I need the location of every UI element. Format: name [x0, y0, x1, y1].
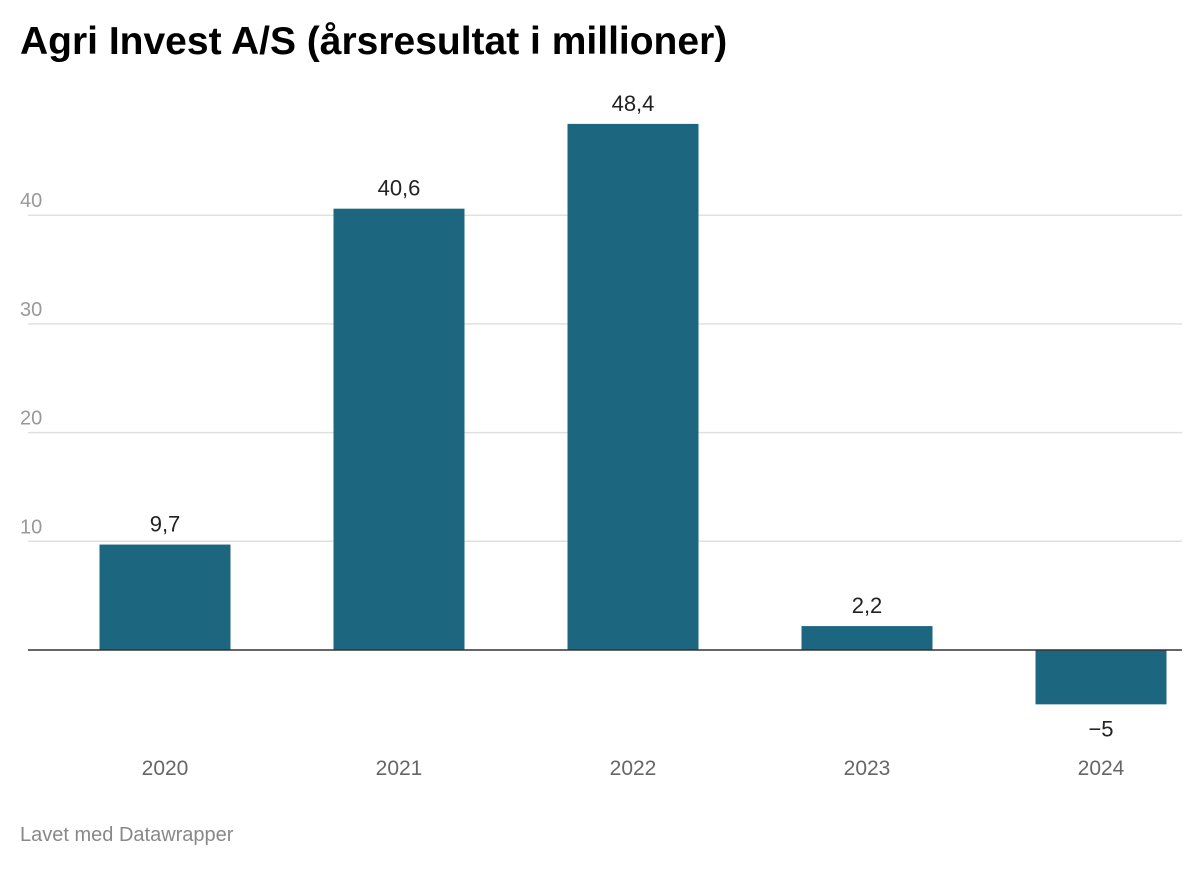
bars	[99, 123, 1167, 705]
x-category-label: 2020	[142, 757, 189, 780]
y-tick-label: 30	[20, 299, 42, 321]
bar-2024	[1035, 650, 1167, 705]
value-label: 48,4	[612, 91, 655, 116]
value-label: 40,6	[378, 176, 421, 201]
y-tick-label: 20	[20, 408, 42, 430]
x-category-label: 2023	[844, 757, 891, 780]
y-axis-tick-labels: 10 20 30 40	[20, 190, 42, 538]
value-label: −5	[1088, 716, 1113, 741]
value-label: 2,2	[852, 593, 883, 618]
value-labels: 9,7 40,6 48,4 2,2 −5	[150, 91, 1114, 741]
x-category-label: 2021	[376, 757, 423, 780]
footer-credit: Lavet med Datawrapper	[20, 824, 234, 846]
bar-2021	[333, 208, 465, 651]
x-category-label: 2022	[610, 757, 657, 780]
chart-title: Agri Invest A/S (årsresultat i millioner…	[20, 20, 728, 63]
value-label: 9,7	[150, 512, 181, 537]
bar-2023	[801, 626, 933, 650]
x-axis-category-labels: 2020 2021 2022 2023 2024	[142, 757, 1125, 780]
bar-2020	[99, 544, 231, 650]
y-tick-label: 10	[20, 516, 42, 538]
bar-2022	[567, 123, 699, 651]
x-category-label: 2024	[1078, 757, 1125, 780]
y-tick-label: 40	[20, 190, 42, 212]
